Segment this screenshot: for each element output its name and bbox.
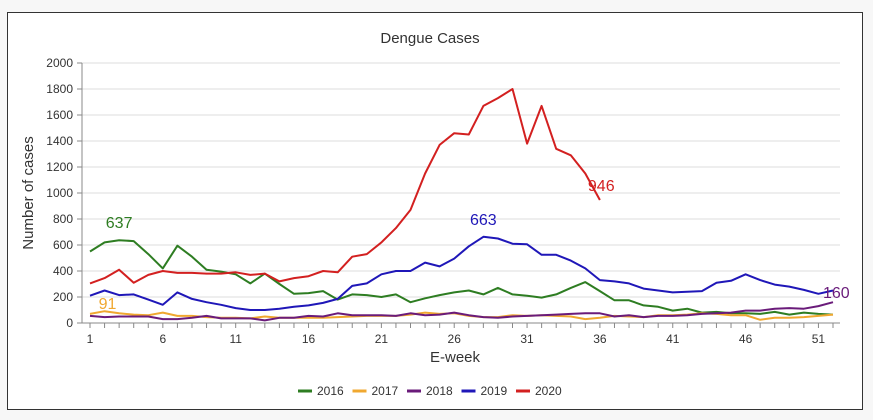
x-tick-label: 21 — [375, 332, 389, 346]
x-tick-label: 1 — [87, 332, 94, 346]
series-line-2019 — [89, 235, 834, 311]
x-tick-label: 16 — [302, 332, 316, 346]
series-line-2018 — [89, 301, 834, 322]
chart-title: Dengue Cases — [380, 30, 479, 47]
x-tick-label: 31 — [520, 332, 534, 346]
legend-item-2017: 2017 — [352, 384, 399, 398]
annotation-2020: 946 — [588, 178, 615, 195]
annotation-2018: 160 — [823, 285, 850, 302]
series-group — [89, 88, 834, 322]
annotation-2017: 91 — [99, 296, 117, 313]
x-tick-label: 51 — [812, 332, 826, 346]
annotations: 637 91 160 663 946 — [99, 178, 850, 313]
y-tick-label: 2000 — [46, 56, 73, 70]
annotation-2016: 637 — [106, 215, 133, 232]
y-tick-label: 1800 — [46, 82, 73, 96]
legend-item-2018: 2018 — [407, 384, 453, 398]
chart-frame — [7, 12, 863, 410]
x-tick-label: 36 — [593, 332, 607, 346]
legend-label: 2020 — [535, 384, 562, 398]
y-tick-label: 400 — [53, 264, 73, 278]
x-axis-title: E-week — [430, 349, 481, 366]
legend-label: 2017 — [372, 384, 399, 398]
legend: 2016 2017 2018 2019 2020 — [298, 384, 562, 398]
legend-item-2016: 2016 — [298, 384, 344, 398]
y-tick-label: 800 — [53, 212, 73, 226]
x-axis-ticks: 1 6 11 16 21 26 31 36 41 46 51 — [87, 323, 834, 346]
x-tick-label: 41 — [666, 332, 680, 346]
y-tick-label: 1200 — [46, 160, 73, 174]
grid-lines — [82, 62, 840, 298]
legend-item-2020: 2020 — [516, 384, 562, 398]
legend-label: 2019 — [481, 384, 508, 398]
y-tick-label: 1400 — [46, 134, 73, 148]
y-tick-label: 600 — [53, 238, 73, 252]
legend-item-2019: 2019 — [461, 384, 508, 398]
x-tick-label: 26 — [448, 332, 462, 346]
annotation-2019: 663 — [470, 212, 497, 229]
y-axis-ticks: 0 200 400 600 800 1000 1200 1400 1600 1800 2000 — [46, 56, 82, 330]
legend-label: 2016 — [317, 384, 344, 398]
series-line-2020 — [89, 88, 601, 285]
legend-label: 2018 — [426, 384, 453, 398]
y-tick-label: 200 — [53, 290, 73, 304]
y-tick-label: 1000 — [46, 186, 73, 200]
series-line-2016 — [89, 239, 834, 316]
y-tick-label: 1600 — [46, 108, 73, 122]
y-axis-title: Number of cases — [20, 136, 37, 249]
x-tick-label: 11 — [229, 332, 242, 346]
x-tick-label: 6 — [159, 332, 166, 346]
x-tick-label: 46 — [739, 332, 753, 346]
y-tick-label: 0 — [66, 316, 73, 330]
